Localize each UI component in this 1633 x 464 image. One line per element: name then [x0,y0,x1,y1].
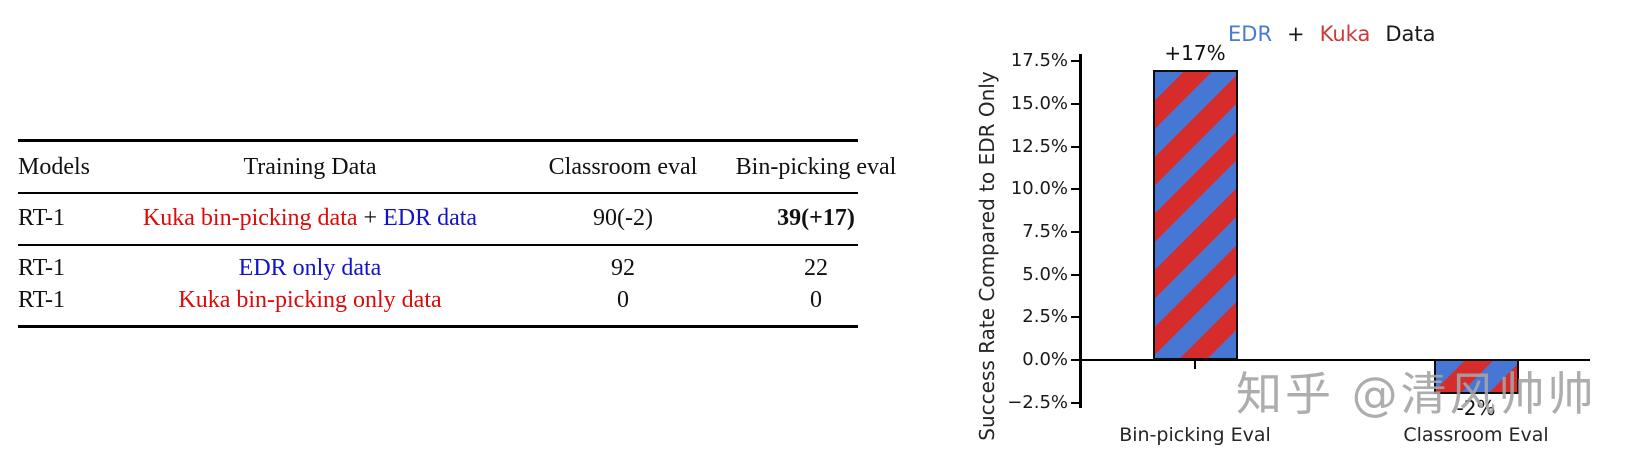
row-training-data: Kuka bin-picking data + EDR data [100,202,520,234]
y-tick-mark [1071,188,1080,191]
text-part: + [1287,22,1305,46]
y-tick-label: 10.0% [1010,178,1068,200]
table-header-row: Models Training Data Classroom eval Bin-… [18,151,896,183]
bar-value-label: +17% [1164,40,1226,65]
header-classroom-eval: Classroom eval [548,154,698,180]
table-row: RT-1 Kuka bin-picking data + EDR data 90… [18,202,858,234]
y-tick-label: −2.5% [1007,391,1068,413]
table-row: RT-1 EDR only data 92 22 [18,252,858,284]
bar-value-label: -2% [1456,396,1496,421]
row-classroom-value: 90(-2) [593,205,653,231]
y-tick-mark [1071,359,1080,361]
row-binpicking-value: 0 [810,287,822,313]
text-part: Kuka [1319,22,1371,46]
x-tick-mark [1194,360,1196,369]
y-tick-mark [1071,60,1080,63]
row-binpicking-value: 22 [804,255,828,281]
table-top-rule [18,139,858,142]
row-model: RT-1 [18,255,66,281]
row-classroom-value: 0 [617,287,629,313]
header-training-data: Training Data [243,154,377,180]
zhihu-watermark: 知乎 @清风帅帅 [1236,367,1597,421]
row-training-data: Kuka bin-picking only data [100,284,520,316]
y-tick-label: 17.5% [1010,50,1068,72]
y-tick-mark [1071,401,1080,404]
y-tick-mark [1071,273,1080,276]
text-part: EDR [1228,22,1273,46]
y-tick-label: 2.5% [1022,306,1068,328]
text-part: Kuka bin-picking only data [178,287,442,313]
row-binpicking-value: 39(+17) [777,205,855,231]
text-part: EDR only data [238,255,382,281]
x-axis-zero-line [1079,358,1590,361]
x-category-label: Classroom Eval [1403,424,1549,446]
row-training-data: EDR only data [100,252,520,284]
table-row: RT-1 Kuka bin-picking only data 0 0 [18,284,858,316]
row-model: RT-1 [18,205,66,231]
y-tick-mark [1071,316,1080,319]
chart-title: EDR + Kuka Data [1228,22,1436,46]
y-tick-label: 7.5% [1022,221,1068,243]
y-tick-label: 15.0% [1010,93,1068,115]
y-tick-mark [1071,145,1080,148]
text-part: EDR data [383,205,478,231]
y-tick-mark [1071,103,1080,106]
table-mid-rule-1 [18,192,858,194]
results-table: Models Training Data Classroom eval Bin-… [18,0,896,340]
table-bottom-rule [18,325,858,328]
text-part: Data [1385,22,1436,46]
text-part: + [363,205,384,231]
table-mid-rule-2 [18,244,858,246]
y-axis-spine [1079,54,1082,408]
row-classroom-value: 92 [611,255,635,281]
row-model: RT-1 [18,287,66,313]
data-bar [1152,69,1238,360]
y-tick-label: 12.5% [1010,135,1068,157]
data-bar [1433,359,1519,395]
y-tick-label: 0.0% [1022,349,1068,370]
x-category-label: Bin-picking Eval [1119,424,1271,446]
header-binpicking-eval: Bin-picking eval [735,154,897,180]
header-models: Models [18,154,90,180]
y-tick-mark [1071,231,1080,234]
y-tick-label: 5.0% [1022,263,1068,285]
text-part: Kuka bin-picking data [142,205,364,231]
